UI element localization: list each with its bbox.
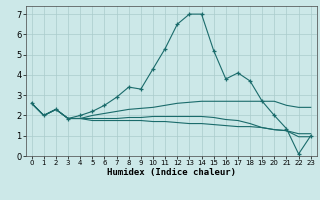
- X-axis label: Humidex (Indice chaleur): Humidex (Indice chaleur): [107, 168, 236, 177]
